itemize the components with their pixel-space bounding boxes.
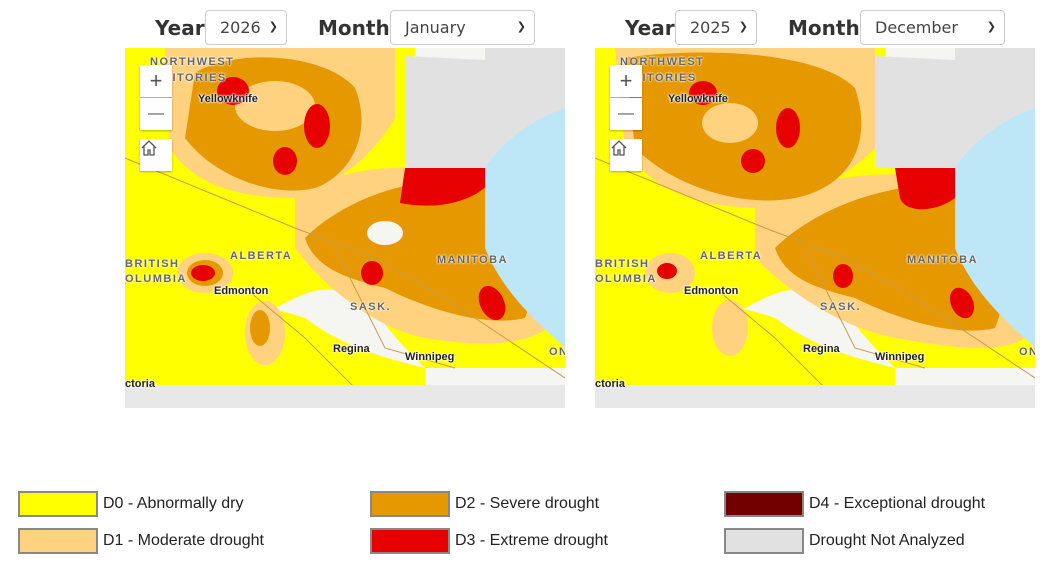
month-select[interactable]: December ❯ [860, 10, 1005, 45]
legend-not-analyzed: Drought Not Analyzed [724, 528, 965, 554]
legend-swatch [370, 491, 450, 517]
place-label: Winnipeg [875, 351, 925, 363]
legend-label: D0 - Abnormally dry [103, 495, 244, 512]
place-label: OLUMBIA [595, 273, 657, 285]
place-label: RITORIES [163, 72, 227, 84]
chevron-down-icon: ❯ [986, 20, 996, 33]
place-label: BRITISH [595, 258, 650, 270]
home-icon [611, 140, 627, 156]
legend-swatch [724, 528, 804, 554]
legend-label: D2 - Severe drought [455, 495, 600, 512]
drought-map[interactable]: NORTHWEST RITORIES Yellowknife ALBERTA B… [125, 48, 565, 408]
place-label: MANITOBA [437, 254, 509, 266]
chevron-down-icon: ❯ [268, 20, 278, 33]
zoom-out-button[interactable]: — [140, 98, 172, 130]
year-value: 2025 [690, 18, 731, 37]
legend-swatch [18, 528, 98, 554]
legend-swatch [724, 491, 804, 517]
zoom-in-button[interactable]: + [140, 65, 172, 97]
month-select[interactable]: January ❯ [390, 10, 535, 45]
place-label: RITORIES [633, 72, 697, 84]
chevron-down-icon: ❯ [738, 20, 748, 33]
legend-d3: D3 - Extreme drought [370, 528, 608, 554]
place-label: ON [1019, 346, 1035, 358]
place-label: Yellowknife [668, 93, 728, 105]
month-value: January [405, 18, 466, 37]
legend-label: Drought Not Analyzed [809, 532, 965, 549]
legend-d0: D0 - Abnormally dry [18, 491, 244, 517]
place-label: ctoria [125, 378, 155, 390]
place-label: ALBERTA [230, 250, 293, 262]
legend-swatch [370, 528, 450, 554]
place-label: OLUMBIA [125, 273, 187, 285]
place-label: SASK. [820, 301, 862, 313]
legend-label: D1 - Moderate drought [103, 532, 264, 549]
place-label: Winnipeg [405, 351, 455, 363]
home-icon [141, 140, 157, 156]
chevron-down-icon: ❯ [516, 20, 526, 33]
place-label: MANITOBA [907, 254, 979, 266]
home-button[interactable] [140, 139, 172, 171]
plus-icon: + [619, 68, 633, 93]
place-label: Edmonton [214, 285, 269, 297]
year-value: 2026 [220, 18, 261, 37]
legend-d1: D1 - Moderate drought [18, 528, 264, 554]
plus-icon: + [149, 68, 163, 93]
year-select[interactable]: 2026 ❯ [205, 10, 287, 45]
month-value: December [875, 18, 958, 37]
drought-map[interactable]: NORTHWEST RITORIES Yellowknife ALBERTA B… [595, 48, 1035, 408]
place-label: Regina [333, 343, 370, 355]
place-label: SASK. [350, 301, 392, 313]
place-label: BRITISH [125, 258, 180, 270]
place-label: ctoria [595, 378, 625, 390]
home-button[interactable] [610, 139, 642, 171]
place-label: Yellowknife [198, 93, 258, 105]
zoom-in-button[interactable]: + [610, 65, 642, 97]
legend-d2: D2 - Severe drought [370, 491, 599, 517]
drought-map-layer [125, 48, 565, 408]
year-select[interactable]: 2025 ❯ [675, 10, 757, 45]
year-label: Year [155, 16, 205, 40]
year-label: Year [625, 16, 675, 40]
legend-d4: D4 - Exceptional drought [724, 491, 985, 517]
legend-label: D3 - Extreme drought [455, 532, 608, 549]
minus-icon: — [618, 105, 634, 122]
place-label: ALBERTA [700, 250, 763, 262]
place-label: Regina [803, 343, 840, 355]
legend-label: D4 - Exceptional drought [809, 495, 986, 512]
zoom-out-button[interactable]: — [610, 98, 642, 130]
drought-map-layer [595, 48, 1035, 408]
month-label: Month [318, 16, 390, 40]
place-label: Edmonton [684, 285, 739, 297]
legend-swatch [18, 491, 98, 517]
place-label: ON [549, 346, 565, 358]
month-label: Month [788, 16, 860, 40]
minus-icon: — [148, 105, 164, 122]
